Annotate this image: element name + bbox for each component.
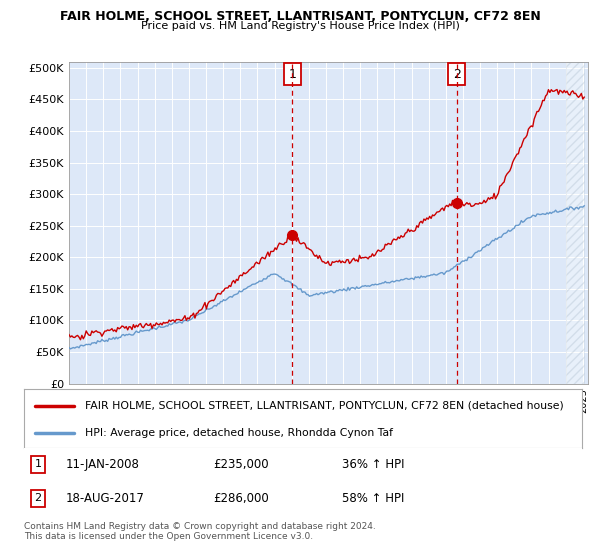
Text: 1: 1 [289,68,296,81]
Text: FAIR HOLME, SCHOOL STREET, LLANTRISANT, PONTYCLUN, CF72 8EN (detached house): FAIR HOLME, SCHOOL STREET, LLANTRISANT, … [85,400,564,410]
Text: Contains HM Land Registry data © Crown copyright and database right 2024.
This d: Contains HM Land Registry data © Crown c… [24,522,376,542]
Text: FAIR HOLME, SCHOOL STREET, LLANTRISANT, PONTYCLUN, CF72 8EN: FAIR HOLME, SCHOOL STREET, LLANTRISANT, … [59,10,541,23]
Text: 18-AUG-2017: 18-AUG-2017 [66,492,145,505]
Text: 1: 1 [34,459,41,469]
Text: HPI: Average price, detached house, Rhondda Cynon Taf: HPI: Average price, detached house, Rhon… [85,428,394,438]
Text: 36% ↑ HPI: 36% ↑ HPI [342,458,404,470]
Text: 11-JAN-2008: 11-JAN-2008 [66,458,140,470]
Text: £286,000: £286,000 [214,492,269,505]
Text: 58% ↑ HPI: 58% ↑ HPI [342,492,404,505]
Text: £235,000: £235,000 [214,458,269,470]
Text: 2: 2 [34,493,41,503]
Text: Price paid vs. HM Land Registry's House Price Index (HPI): Price paid vs. HM Land Registry's House … [140,21,460,31]
Text: 2: 2 [452,68,461,81]
